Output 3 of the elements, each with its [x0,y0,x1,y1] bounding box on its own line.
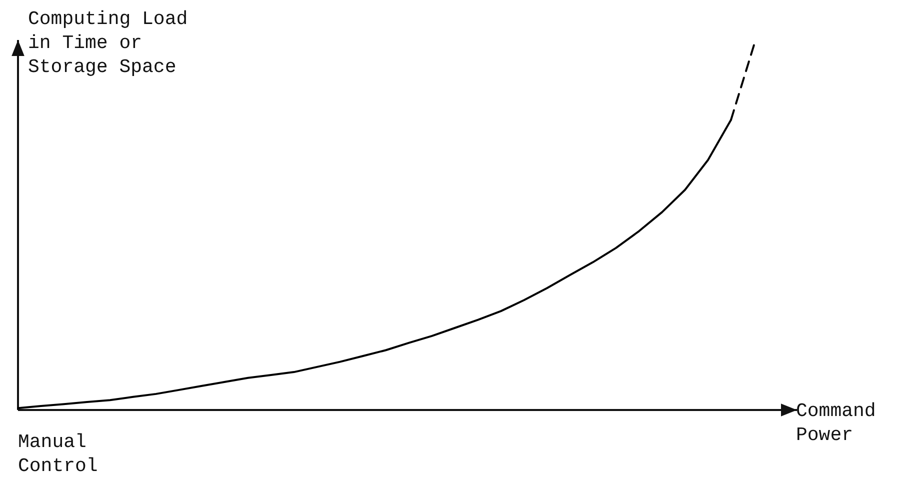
y-axis-title: Computing Load in Time or Storage Space [28,8,188,78]
text: Manual Control [18,431,98,477]
x-axis-title: Command Power [796,400,876,446]
